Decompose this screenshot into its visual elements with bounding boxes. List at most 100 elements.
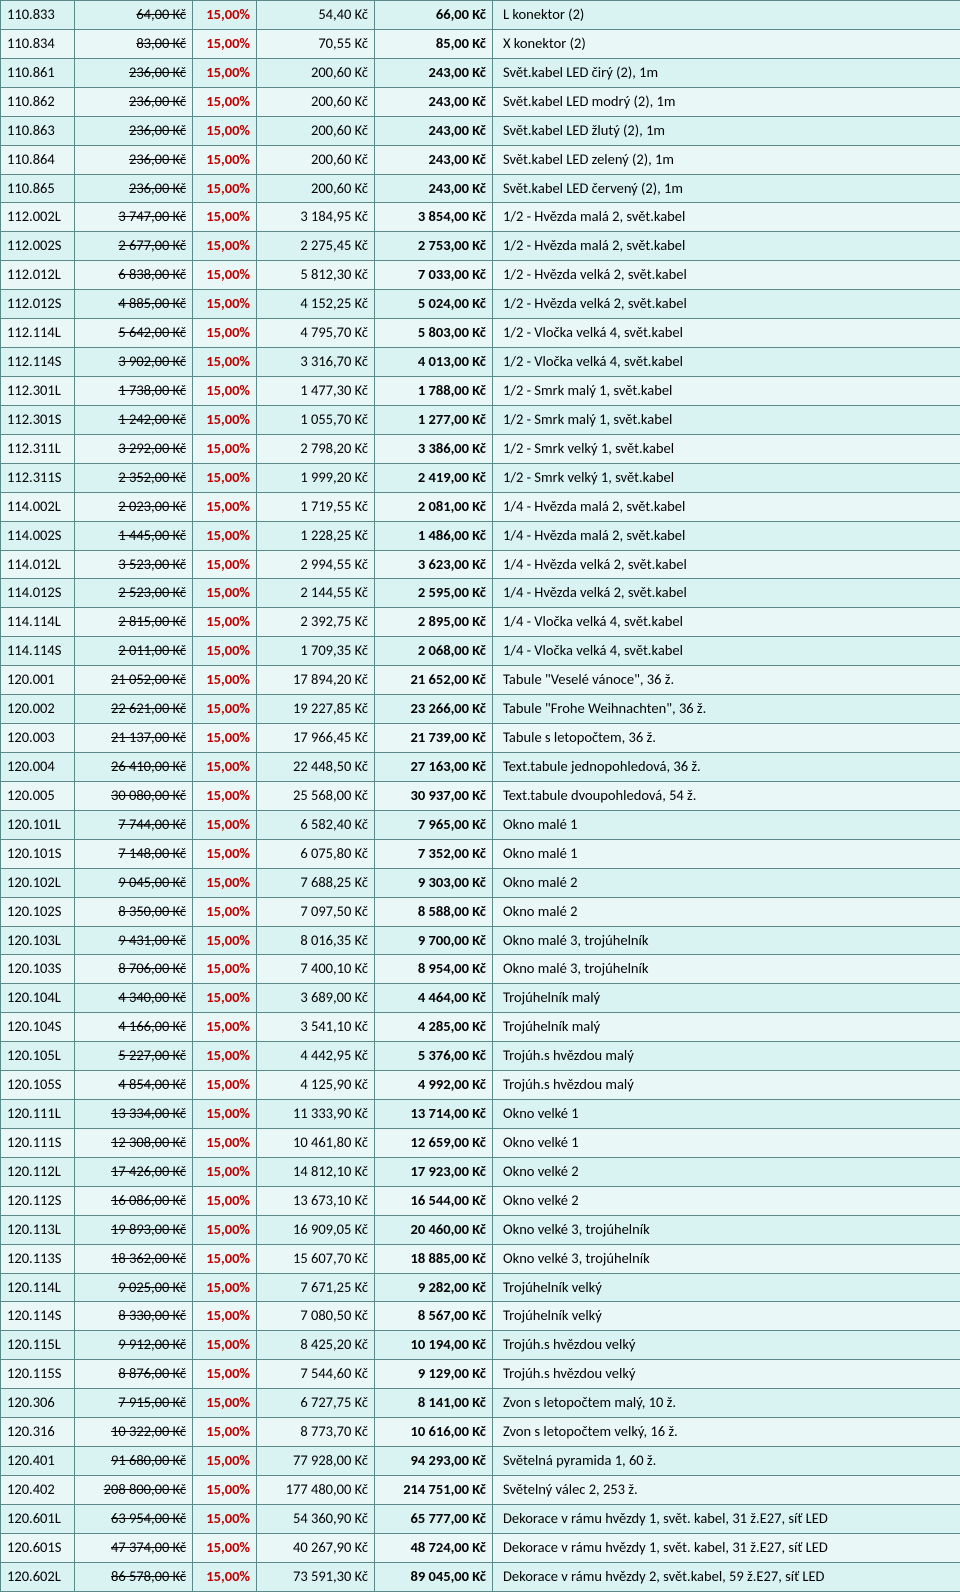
- cell-discount: 15,00%: [193, 868, 257, 897]
- cell-net: 54,40 Kč: [257, 1, 375, 30]
- cell-gross: 66,00 Kč: [375, 1, 493, 30]
- cell-description: 1/2 - Smrk malý 1, svět.kabel: [493, 376, 960, 405]
- cell-gross: 16 544,00 Kč: [375, 1186, 493, 1215]
- cell-discount: 15,00%: [193, 29, 257, 58]
- cell-net: 1 228,25 Kč: [257, 521, 375, 550]
- cell-code: 120.112L: [1, 1157, 75, 1186]
- cell-description: 1/2 - Vločka velká 4, svět.kabel: [493, 348, 960, 377]
- cell-description: Text.tabule dvoupohledová, 54 ž.: [493, 781, 960, 810]
- cell-code: 120.105S: [1, 1071, 75, 1100]
- cell-code: 112.012L: [1, 261, 75, 290]
- cell-old_price: 236,00 Kč: [75, 174, 193, 203]
- cell-description: 1/4 - Hvězda velká 2, svět.kabel: [493, 550, 960, 579]
- table-row: 120.103L9 431,00 Kč15,00%8 016,35 Kč9 70…: [1, 926, 960, 955]
- cell-gross: 18 885,00 Kč: [375, 1244, 493, 1273]
- cell-old_price: 4 885,00 Kč: [75, 290, 193, 319]
- cell-code: 120.114S: [1, 1302, 75, 1331]
- cell-discount: 15,00%: [193, 1302, 257, 1331]
- cell-discount: 15,00%: [193, 58, 257, 87]
- cell-net: 22 448,50 Kč: [257, 752, 375, 781]
- cell-old_price: 91 680,00 Kč: [75, 1447, 193, 1476]
- cell-code: 112.002L: [1, 203, 75, 232]
- cell-old_price: 21 137,00 Kč: [75, 724, 193, 753]
- cell-code: 110.863: [1, 116, 75, 145]
- cell-code: 112.301L: [1, 376, 75, 405]
- cell-discount: 15,00%: [193, 637, 257, 666]
- cell-net: 77 928,00 Kč: [257, 1447, 375, 1476]
- cell-code: 112.114L: [1, 319, 75, 348]
- cell-gross: 5 803,00 Kč: [375, 319, 493, 348]
- table-row: 120.31610 322,00 Kč15,00%8 773,70 Kč10 6…: [1, 1418, 960, 1447]
- cell-discount: 15,00%: [193, 116, 257, 145]
- table-row: 120.111S12 308,00 Kč15,00%10 461,80 Kč12…: [1, 1128, 960, 1157]
- price-table: 110.83364,00 Kč15,00%54,40 Kč66,00 KčL k…: [0, 0, 960, 1592]
- cell-old_price: 3 902,00 Kč: [75, 348, 193, 377]
- table-row: 120.00121 052,00 Kč15,00%17 894,20 Kč21 …: [1, 666, 960, 695]
- table-row: 120.601L63 954,00 Kč15,00%54 360,90 Kč65…: [1, 1504, 960, 1533]
- table-row: 120.00530 080,00 Kč15,00%25 568,00 Kč30 …: [1, 781, 960, 810]
- cell-net: 2 392,75 Kč: [257, 608, 375, 637]
- cell-code: 112.002S: [1, 232, 75, 261]
- cell-old_price: 4 854,00 Kč: [75, 1071, 193, 1100]
- cell-gross: 9 282,00 Kč: [375, 1273, 493, 1302]
- cell-discount: 15,00%: [193, 1071, 257, 1100]
- cell-description: 1/2 - Hvězda velká 2, svět.kabel: [493, 290, 960, 319]
- cell-gross: 243,00 Kč: [375, 58, 493, 87]
- table-row: 112.301L1 738,00 Kč15,00%1 477,30 Kč1 78…: [1, 376, 960, 405]
- cell-net: 73 591,30 Kč: [257, 1562, 375, 1591]
- cell-gross: 2 595,00 Kč: [375, 579, 493, 608]
- cell-gross: 2 419,00 Kč: [375, 463, 493, 492]
- table-row: 120.112L17 426,00 Kč15,00%14 812,10 Kč17…: [1, 1157, 960, 1186]
- cell-net: 2 275,45 Kč: [257, 232, 375, 261]
- table-row: 120.115S8 876,00 Kč15,00%7 544,60 Kč9 12…: [1, 1360, 960, 1389]
- cell-discount: 15,00%: [193, 752, 257, 781]
- cell-code: 120.401: [1, 1447, 75, 1476]
- table-row: 112.012S4 885,00 Kč15,00%4 152,25 Kč5 02…: [1, 290, 960, 319]
- cell-net: 40 267,90 Kč: [257, 1533, 375, 1562]
- table-row: 114.114S2 011,00 Kč15,00%1 709,35 Kč2 06…: [1, 637, 960, 666]
- cell-gross: 1 486,00 Kč: [375, 521, 493, 550]
- cell-gross: 5 024,00 Kč: [375, 290, 493, 319]
- cell-gross: 2 753,00 Kč: [375, 232, 493, 261]
- cell-net: 4 152,25 Kč: [257, 290, 375, 319]
- cell-gross: 65 777,00 Kč: [375, 1504, 493, 1533]
- cell-net: 1 719,55 Kč: [257, 492, 375, 521]
- cell-gross: 7 033,00 Kč: [375, 261, 493, 290]
- cell-description: Svět.kabel LED žlutý (2), 1m: [493, 116, 960, 145]
- cell-gross: 17 923,00 Kč: [375, 1157, 493, 1186]
- cell-gross: 21 739,00 Kč: [375, 724, 493, 753]
- cell-discount: 15,00%: [193, 1273, 257, 1302]
- cell-discount: 15,00%: [193, 1504, 257, 1533]
- table-row: 120.602L86 578,00 Kč15,00%73 591,30 Kč89…: [1, 1562, 960, 1591]
- cell-description: Zvon s letopočtem malý, 10 ž.: [493, 1389, 960, 1418]
- cell-gross: 13 714,00 Kč: [375, 1100, 493, 1129]
- table-row: 110.863236,00 Kč15,00%200,60 Kč243,00 Kč…: [1, 116, 960, 145]
- cell-description: Text.tabule jednopohledová, 36 ž.: [493, 752, 960, 781]
- cell-net: 11 333,90 Kč: [257, 1100, 375, 1129]
- cell-description: Okno malé 3, trojúhelník: [493, 926, 960, 955]
- cell-discount: 15,00%: [193, 463, 257, 492]
- cell-old_price: 2 352,00 Kč: [75, 463, 193, 492]
- cell-old_price: 236,00 Kč: [75, 58, 193, 87]
- cell-description: Tabule "Frohe Weihnachten", 36 ž.: [493, 695, 960, 724]
- cell-description: Trojúhelník malý: [493, 984, 960, 1013]
- cell-net: 3 316,70 Kč: [257, 348, 375, 377]
- cell-old_price: 47 374,00 Kč: [75, 1533, 193, 1562]
- cell-net: 7 544,60 Kč: [257, 1360, 375, 1389]
- cell-description: Tabule "Veselé vánoce", 36 ž.: [493, 666, 960, 695]
- cell-description: Svět.kabel LED červený (2), 1m: [493, 174, 960, 203]
- cell-code: 110.833: [1, 1, 75, 30]
- cell-old_price: 12 308,00 Kč: [75, 1128, 193, 1157]
- cell-net: 13 673,10 Kč: [257, 1186, 375, 1215]
- cell-description: Okno malé 2: [493, 897, 960, 926]
- table-row: 120.101S7 148,00 Kč15,00%6 075,80 Kč7 35…: [1, 839, 960, 868]
- cell-discount: 15,00%: [193, 203, 257, 232]
- cell-old_price: 9 045,00 Kč: [75, 868, 193, 897]
- cell-description: 1/2 - Smrk velký 1, svět.kabel: [493, 434, 960, 463]
- cell-old_price: 17 426,00 Kč: [75, 1157, 193, 1186]
- cell-gross: 89 045,00 Kč: [375, 1562, 493, 1591]
- cell-description: Dekorace v rámu hvězdy 1, svět. kabel, 3…: [493, 1533, 960, 1562]
- cell-net: 200,60 Kč: [257, 116, 375, 145]
- cell-old_price: 1 242,00 Kč: [75, 405, 193, 434]
- cell-code: 120.601L: [1, 1504, 75, 1533]
